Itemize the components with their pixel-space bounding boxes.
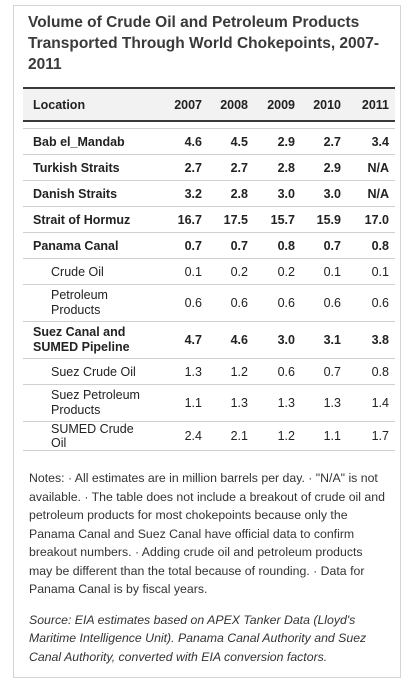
- cell-2011: 0.1: [341, 258, 395, 285]
- row-label: Turkish Straits: [23, 154, 148, 181]
- cell-2007: 2.7: [148, 154, 202, 181]
- header-2009: 2009: [248, 87, 295, 122]
- cell-2010: 3.1: [295, 321, 341, 359]
- cell-2009: 2.8: [248, 154, 295, 181]
- cell-2011: 3.4: [341, 128, 395, 155]
- cell-2010: 3.0: [295, 180, 341, 207]
- cell-2010: 15.9: [295, 206, 341, 233]
- table-row: Strait of Hormuz 16.7 17.5 15.7 15.9 17.…: [23, 206, 395, 233]
- row-label: Crude Oil: [23, 258, 148, 285]
- cell-2008: 4.5: [202, 128, 248, 155]
- cell-2009: 1.3: [248, 384, 295, 422]
- table-row: SUMED Crude Oil 2.4 2.1 1.2 1.1 1.7: [23, 421, 395, 451]
- table-row: Suez Canal and SUMED Pipeline 4.7 4.6 3.…: [23, 321, 395, 359]
- cell-2011: 1.7: [341, 421, 395, 451]
- table-notes: Notes: · All estimates are in million ba…: [29, 471, 385, 596]
- table-row: Crude Oil 0.1 0.2 0.2 0.1 0.1: [23, 258, 395, 285]
- cell-2009: 0.2: [248, 258, 295, 285]
- cell-2009: 0.6: [248, 358, 295, 385]
- header-location: Location: [23, 87, 148, 122]
- cell-2008: 1.3: [202, 384, 248, 422]
- row-label: Suez Canal and SUMED Pipeline: [23, 321, 148, 359]
- cell-2011: 0.6: [341, 284, 395, 322]
- cell-2007: 16.7: [148, 206, 202, 233]
- cell-2007: 0.7: [148, 232, 202, 259]
- cell-2010: 0.7: [295, 232, 341, 259]
- cell-2011: 17.0: [341, 206, 395, 233]
- table-row: Suez Petroleum Products 1.1 1.3 1.3 1.3 …: [23, 384, 395, 422]
- cell-2010: 0.6: [295, 284, 341, 322]
- table-row: Turkish Straits 2.7 2.7 2.8 2.9 N/A: [23, 154, 395, 181]
- cell-2009: 15.7: [248, 206, 295, 233]
- chokepoints-table: Location 2007 2008 2009 2010 2011 Bab el…: [23, 87, 395, 451]
- cell-2009: 3.0: [248, 321, 295, 359]
- table-title: Volume of Crude Oil and Petroleum Produc…: [28, 14, 380, 73]
- cell-2008: 4.6: [202, 321, 248, 359]
- cell-2010: 2.9: [295, 154, 341, 181]
- cell-2010: 1.3: [295, 384, 341, 422]
- table-row: Bab el_Mandab 4.6 4.5 2.9 2.7 3.4: [23, 128, 395, 155]
- cell-2007: 1.1: [148, 384, 202, 422]
- cell-2011: 0.8: [341, 232, 395, 259]
- row-label: Bab el_Mandab: [23, 128, 148, 155]
- cell-2009: 0.8: [248, 232, 295, 259]
- cell-2010: 1.1: [295, 421, 341, 451]
- header-2007: 2007: [148, 87, 202, 122]
- row-label: Suez Petroleum Products: [23, 384, 148, 422]
- cell-2007: 1.3: [148, 358, 202, 385]
- chokepoints-card: Volume of Crude Oil and Petroleum Produc…: [13, 5, 401, 678]
- table-header-row: Location 2007 2008 2009 2010 2011: [23, 87, 395, 122]
- cell-2007: 0.6: [148, 284, 202, 322]
- cell-2009: 2.9: [248, 128, 295, 155]
- row-label: Danish Straits: [23, 180, 148, 207]
- table-source: Source: EIA estimates based on APEX Tank…: [29, 612, 367, 664]
- cell-2008: 17.5: [202, 206, 248, 233]
- cell-2008: 2.8: [202, 180, 248, 207]
- row-label: Strait of Hormuz: [23, 206, 148, 233]
- cell-2009: 3.0: [248, 180, 295, 207]
- table-row: Suez Crude Oil 1.3 1.2 0.6 0.7 0.8: [23, 358, 395, 385]
- cell-2008: 1.2: [202, 358, 248, 385]
- cell-2011: 1.4: [341, 384, 395, 422]
- cell-2010: 0.7: [295, 358, 341, 385]
- cell-2008: 0.2: [202, 258, 248, 285]
- cell-2011: N/A: [341, 154, 395, 181]
- row-label: SUMED Crude Oil: [23, 421, 148, 451]
- cell-2008: 2.1: [202, 421, 248, 451]
- cell-2011: 0.8: [341, 358, 395, 385]
- row-label: Panama Canal: [23, 232, 148, 259]
- cell-2011: 3.8: [341, 321, 395, 359]
- table-row: Danish Straits 3.2 2.8 3.0 3.0 N/A: [23, 180, 395, 207]
- cell-2011: N/A: [341, 180, 395, 207]
- header-2011: 2011: [341, 87, 395, 122]
- cell-2007: 2.4: [148, 421, 202, 451]
- cell-2007: 0.1: [148, 258, 202, 285]
- cell-2007: 4.7: [148, 321, 202, 359]
- cell-2009: 0.6: [248, 284, 295, 322]
- spacer-row: [23, 121, 395, 129]
- cell-2009: 1.2: [248, 421, 295, 451]
- header-2008: 2008: [202, 87, 248, 122]
- cell-2007: 3.2: [148, 180, 202, 207]
- cell-2008: 0.7: [202, 232, 248, 259]
- cell-2010: 2.7: [295, 128, 341, 155]
- cell-2008: 0.6: [202, 284, 248, 322]
- header-2010: 2010: [295, 87, 341, 122]
- row-label: Suez Crude Oil: [23, 358, 148, 385]
- cell-2007: 4.6: [148, 128, 202, 155]
- table-row: Panama Canal 0.7 0.7 0.8 0.7 0.8: [23, 232, 395, 259]
- table-row: Petroleum Products 0.6 0.6 0.6 0.6 0.6: [23, 284, 395, 322]
- row-label: Petroleum Products: [23, 284, 148, 322]
- cell-2008: 2.7: [202, 154, 248, 181]
- cell-2010: 0.1: [295, 258, 341, 285]
